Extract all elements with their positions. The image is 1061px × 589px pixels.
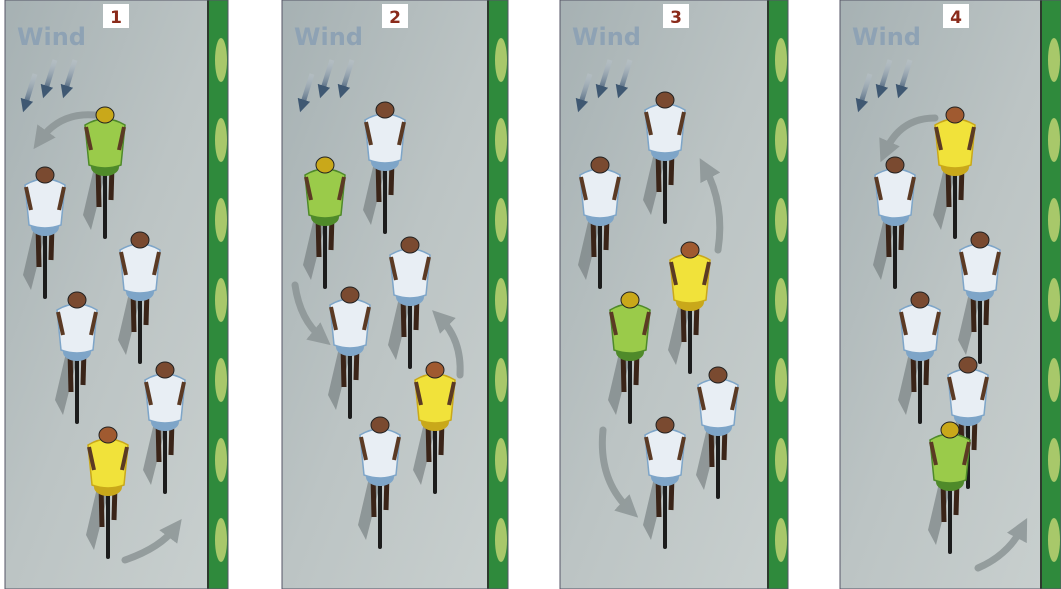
verge-patch [1048, 118, 1060, 162]
verge-patch [495, 358, 507, 402]
verge-patch [775, 278, 787, 322]
panel-number: 1 [110, 8, 122, 28]
helmet [99, 427, 117, 443]
helmet [886, 157, 904, 173]
echelon-diagram: Wind 1 Wind 2 Wind 3 Wind 4 [0, 0, 1061, 589]
verge-patch [495, 198, 507, 242]
verge-patch [1048, 358, 1060, 402]
wind-label: Wind [572, 23, 641, 51]
helmet [426, 362, 444, 378]
helmet [941, 422, 959, 438]
helmet [656, 417, 674, 433]
verge-patch [215, 438, 227, 482]
helmet [36, 167, 54, 183]
verge-patch [215, 518, 227, 562]
helmet [401, 237, 419, 253]
verge-patch [1048, 38, 1060, 82]
verge-patch [775, 438, 787, 482]
verge-patch [775, 198, 787, 242]
helmet [371, 417, 389, 433]
wind-label: Wind [294, 23, 363, 51]
verge-patch [215, 358, 227, 402]
helmet [681, 242, 699, 258]
verge-patch [775, 518, 787, 562]
helmet [376, 102, 394, 118]
panel-number: 3 [670, 8, 682, 28]
helmet [656, 92, 674, 108]
panel: Wind 4 [840, 0, 1061, 589]
helmet [709, 367, 727, 383]
verge-patch [495, 278, 507, 322]
helmet [316, 157, 334, 173]
verge-patch [215, 38, 227, 82]
verge-patch [495, 518, 507, 562]
helmet [911, 292, 929, 308]
helmet [96, 107, 114, 123]
panel: Wind 2 [282, 0, 508, 589]
helmet [621, 292, 639, 308]
verge-patch [495, 438, 507, 482]
verge-patch [495, 118, 507, 162]
verge-patch [1048, 518, 1060, 562]
helmet [946, 107, 964, 123]
verge-patch [775, 118, 787, 162]
helmet [156, 362, 174, 378]
helmet [591, 157, 609, 173]
wind-label: Wind [852, 23, 921, 51]
verge-patch [215, 198, 227, 242]
verge-patch [775, 358, 787, 402]
wind-label: Wind [17, 23, 86, 51]
panel: Wind 1 [5, 0, 228, 589]
helmet [971, 232, 989, 248]
verge-patch [495, 38, 507, 82]
panel-number: 4 [950, 8, 962, 28]
verge-patch [775, 38, 787, 82]
helmet [341, 287, 359, 303]
helmet [68, 292, 86, 308]
panel-number: 2 [389, 8, 401, 28]
verge-patch [1048, 438, 1060, 482]
verge-patch [1048, 198, 1060, 242]
helmet [959, 357, 977, 373]
verge-patch [215, 118, 227, 162]
verge-patch [215, 278, 227, 322]
verge-patch [1048, 278, 1060, 322]
helmet [131, 232, 149, 248]
panel: Wind 3 [560, 0, 788, 589]
